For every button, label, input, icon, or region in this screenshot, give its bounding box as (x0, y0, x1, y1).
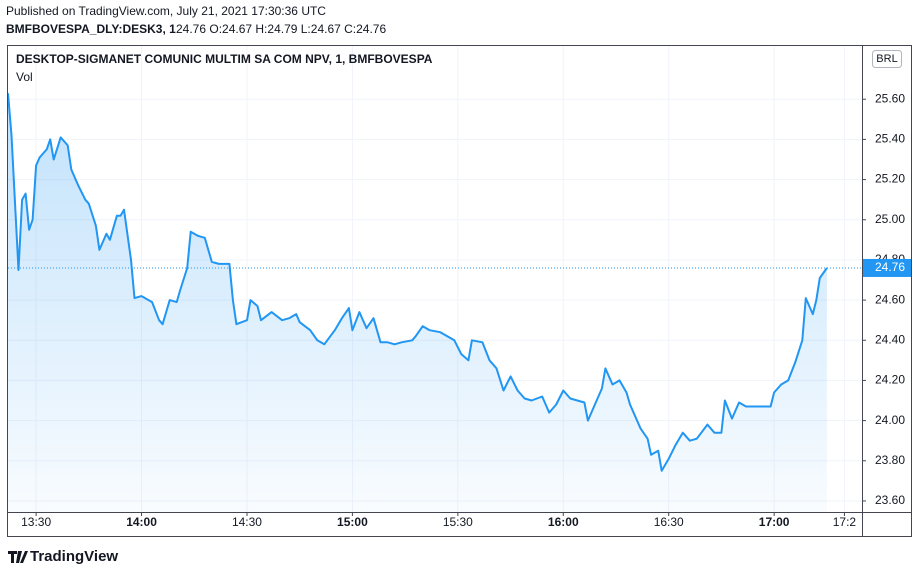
last-price-label: 24.76 (875, 260, 905, 274)
x-tick-label: 17:2 (833, 515, 857, 529)
x-tick-label: 14:30 (232, 515, 262, 529)
last-price-badge (863, 258, 911, 277)
y-tick-label: 25.60 (875, 91, 905, 105)
chart-frame (7, 45, 912, 537)
x-tick-label: 15:30 (443, 515, 473, 529)
x-tick-label: 13:30 (21, 515, 51, 529)
y-tick-label: 24.40 (875, 332, 905, 346)
volume-label: Vol (16, 70, 33, 84)
x-tick-label: 17:00 (759, 515, 790, 529)
x-tick-label: 14:00 (126, 515, 157, 529)
brand-logo: TradingView (8, 548, 118, 565)
symbol: BMFBOVESPA_DLY:DESK3, 1 (6, 22, 176, 36)
chart-title: DESKTOP-SIGMANET COMUNIC MULTIM SA COM N… (16, 52, 433, 66)
y-tick-label: 23.80 (875, 453, 905, 467)
published-note: Published on TradingView.com, July 21, 2… (6, 4, 326, 18)
currency: BRL (876, 53, 897, 65)
x-tick-label: 16:30 (654, 515, 684, 529)
y-tick-label: 23.60 (875, 493, 905, 507)
x-tick-label: 16:00 (548, 515, 579, 529)
price-line (8, 93, 828, 472)
brand: TradingView (30, 548, 118, 565)
y-tick-label: 24.20 (875, 373, 905, 387)
y-tick-label: 25.00 (875, 212, 905, 226)
ohlc: 24.76 O:24.67 H:24.79 L:24.67 C:24.76 (176, 22, 386, 36)
y-tick-label: 24.60 (875, 292, 905, 306)
price-area (8, 93, 827, 512)
x-tick-label: 15:00 (337, 515, 368, 529)
y-tick-label: 25.20 (875, 172, 905, 186)
currency-badge[interactable] (872, 50, 902, 68)
y-tick-label: 24.00 (875, 413, 905, 427)
y-tick-label: 25.40 (875, 132, 905, 146)
